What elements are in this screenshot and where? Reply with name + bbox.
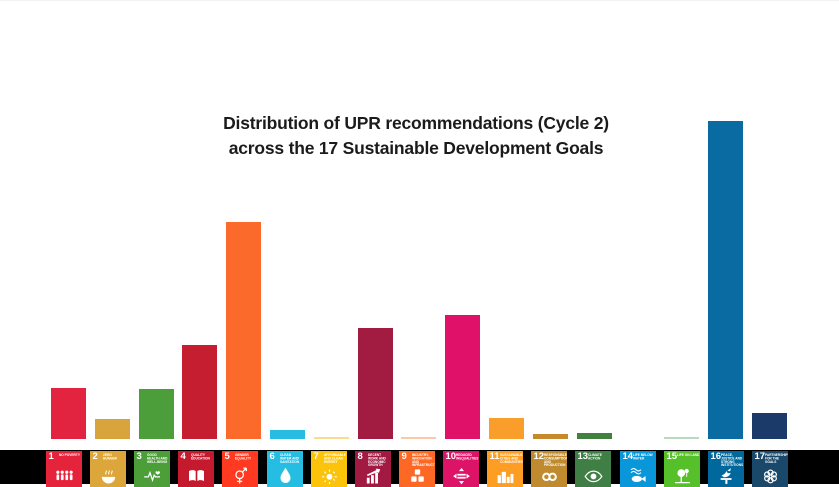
bar-sdg-16 (708, 121, 743, 439)
bar-sdg-17 (752, 413, 787, 439)
bar-sdg-3 (139, 389, 174, 439)
bar-sdg-9 (401, 437, 436, 439)
bar-sdg-5 (226, 222, 261, 439)
bar-sdg-11 (489, 418, 524, 439)
chart-title-line1: Distribution of UPR recommendations (Cyc… (223, 113, 609, 133)
bar-sdg-7 (314, 437, 349, 439)
chart-title-line2: across the 17 Sustainable Development Go… (228, 138, 604, 158)
bar-sdg-13 (577, 433, 612, 439)
sdg-strip-background (0, 450, 839, 484)
bar-sdg-6 (270, 430, 305, 439)
bar-sdg-2 (95, 419, 130, 439)
bar-sdg-4 (182, 345, 217, 439)
chart-title: Distribution of UPR recommendations (Cyc… (0, 111, 832, 161)
bar-sdg-12 (533, 434, 568, 439)
bar-sdg-10 (445, 315, 480, 439)
bar-sdg-1 (51, 388, 86, 439)
bar-chart (0, 1, 839, 439)
bar-sdg-15 (664, 437, 699, 439)
bar-sdg-8 (358, 328, 393, 439)
